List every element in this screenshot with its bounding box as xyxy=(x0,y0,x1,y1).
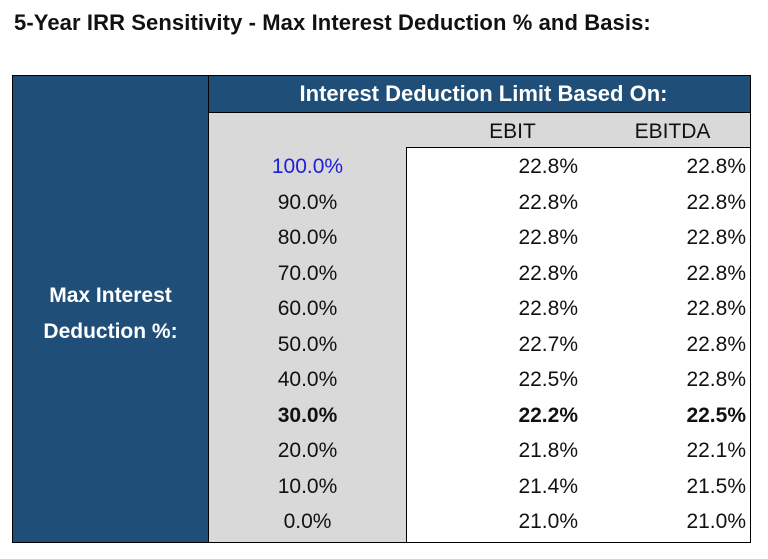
row-axis-label-line-1: Max Interest xyxy=(49,284,172,307)
ebit-cell: 22.2% xyxy=(518,403,578,427)
ebitda-cell: 22.8% xyxy=(686,190,746,214)
ebit-cell: 22.8% xyxy=(518,190,578,214)
sensitivity-table: Max Interest Deduction %: Interest Deduc… xyxy=(12,75,751,543)
ebit-cell: 22.8% xyxy=(518,297,578,320)
column-axis-title: Interest Deduction Limit Based On: xyxy=(299,81,668,106)
table-row: 10.0% 21.4% 21.5% xyxy=(12,469,751,505)
row-pct-cell: 90.0% xyxy=(277,190,338,214)
row-axis-label-cell: Max Interest Deduction %: xyxy=(12,75,209,543)
ebit-cell: 22.8% xyxy=(518,261,578,285)
ebitda-cell: 22.8% xyxy=(686,297,746,320)
row-pct-cell: 70.0% xyxy=(277,261,338,285)
ebitda-cell: 22.8% xyxy=(686,332,746,356)
row-pct-cell: 10.0% xyxy=(277,474,338,498)
row-pct-cell: 80.0% xyxy=(277,226,338,249)
results-area xyxy=(406,147,750,542)
row-pct-cell: 60.0% xyxy=(277,297,338,320)
row-pct-cell: 0.0% xyxy=(283,510,332,533)
page-title: 5-Year IRR Sensitivity - Max Interest De… xyxy=(14,10,651,35)
table-row: 90.0% 22.8% 22.8% xyxy=(12,185,751,221)
table-row: 70.0% 22.8% 22.8% xyxy=(12,256,751,292)
row-pct-cell: 20.0% xyxy=(277,439,338,462)
table-row: 80.0% 22.8% 22.8% xyxy=(12,220,751,256)
row-pct-cell: 30.0% xyxy=(277,403,338,427)
ebit-cell: 21.4% xyxy=(518,474,578,498)
ebit-cell: 22.7% xyxy=(518,332,578,356)
column-header-ebit: EBIT xyxy=(489,120,536,143)
ebit-cell: 21.8% xyxy=(518,439,578,462)
ebitda-cell: 22.8% xyxy=(686,368,746,391)
table-row: 60.0% 22.8% 22.8% xyxy=(12,291,751,327)
table-row: 30.0% 22.2% 22.5% xyxy=(12,398,751,434)
row-pct-cell: 100.0% xyxy=(271,155,344,178)
ebit-cell: 22.8% xyxy=(518,226,578,249)
ebitda-cell: 21.5% xyxy=(686,474,746,498)
table-row: 40.0% 22.5% 22.8% xyxy=(12,362,751,398)
ebit-cell: 21.0% xyxy=(518,510,578,533)
ebitda-cell: 22.8% xyxy=(686,155,746,178)
row-pct-cell: 50.0% xyxy=(277,332,338,356)
row-pct-cell: 40.0% xyxy=(277,368,338,391)
ebitda-cell: 22.8% xyxy=(686,226,746,249)
ebit-cell: 22.8% xyxy=(518,155,578,178)
table-row: 20.0% 21.8% 22.1% xyxy=(12,433,751,469)
column-header-ebitda: EBITDA xyxy=(634,120,711,143)
ebitda-cell: 22.5% xyxy=(686,403,746,427)
ebitda-cell: 22.1% xyxy=(686,439,746,462)
table-row: 50.0% 22.7% 22.8% xyxy=(12,327,751,363)
row-axis-label: Max Interest Deduction %: xyxy=(43,278,177,350)
ebitda-cell: 22.8% xyxy=(686,261,746,285)
table-row: 100.0% 22.8% 22.8% xyxy=(12,149,751,185)
row-axis-label-line-2: Deduction %: xyxy=(43,320,178,343)
ebitda-cell: 21.0% xyxy=(686,510,746,533)
table-row: 0.0% 21.0% 21.0% xyxy=(12,504,751,540)
ebit-cell: 22.5% xyxy=(518,368,578,391)
column-axis-header: Interest Deduction Limit Based On: xyxy=(209,75,751,113)
